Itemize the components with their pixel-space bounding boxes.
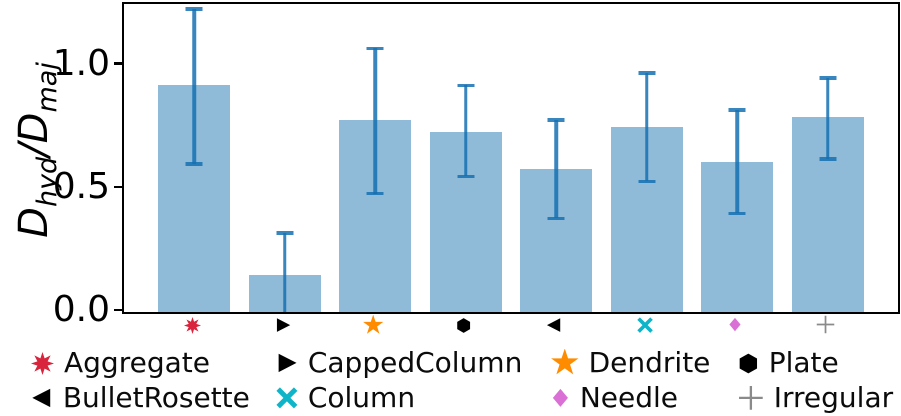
diamond-icon bbox=[729, 318, 741, 332]
x-tick-irregular bbox=[781, 313, 872, 337]
y-tick-mark bbox=[114, 62, 122, 65]
error-cap-top bbox=[547, 118, 565, 122]
y-tick-label: 0.0 bbox=[52, 289, 110, 330]
error-whisker bbox=[645, 73, 649, 182]
y-tick-mark bbox=[114, 185, 122, 189]
error-whisker bbox=[735, 109, 739, 214]
error-cap-top bbox=[457, 83, 475, 88]
y-tick-label: 0.5 bbox=[52, 165, 110, 207]
legend-label: Column bbox=[307, 381, 416, 414]
error-cap-top bbox=[366, 46, 384, 51]
y-label-slash: / bbox=[11, 143, 57, 157]
bar-slot-dendrite bbox=[330, 4, 421, 312]
error-cap-bottom bbox=[819, 157, 837, 161]
x-thick-icon bbox=[636, 317, 653, 333]
triangle-left-icon bbox=[32, 388, 51, 408]
error-cap-top bbox=[638, 71, 656, 75]
error-cap-bottom bbox=[366, 191, 384, 196]
x-tick-needle bbox=[690, 313, 781, 337]
y-label-denominator: D bbox=[11, 112, 57, 144]
legend-item-cappedcolumn: CappedColumn bbox=[276, 346, 522, 380]
error-whisker bbox=[373, 48, 377, 194]
x-thick-icon bbox=[276, 387, 298, 409]
legend-item-bulletrosette: BulletRosette bbox=[31, 381, 250, 415]
y-label-numerator: D bbox=[11, 207, 57, 238]
burst8-icon bbox=[31, 351, 54, 375]
bar-slot-aggregate bbox=[149, 4, 240, 312]
x-tick-aggregate bbox=[147, 313, 238, 337]
y-tick-label: 1.0 bbox=[52, 42, 110, 84]
bar-slot-plate bbox=[421, 4, 512, 312]
burst8-icon bbox=[183, 316, 201, 334]
legend-label: Plate bbox=[768, 346, 839, 379]
legend-item-needle: Needle bbox=[551, 381, 678, 415]
hexagon-icon bbox=[739, 353, 758, 373]
x-tick-column bbox=[600, 313, 691, 337]
hexagon-icon bbox=[457, 317, 471, 333]
error-cap-top bbox=[276, 231, 294, 235]
error-whisker bbox=[192, 8, 196, 165]
bar-slot-column bbox=[602, 4, 693, 312]
star5-icon bbox=[363, 314, 384, 334]
legend-item-column: Column bbox=[276, 381, 415, 415]
bar-slot-bulletrosette bbox=[511, 4, 602, 312]
legend-item-dendrite: Dendrite bbox=[551, 346, 710, 380]
diamond-icon bbox=[552, 388, 568, 408]
error-whisker bbox=[283, 233, 287, 312]
error-cap-bottom bbox=[547, 216, 565, 221]
bar-slot-cappedcolumn bbox=[240, 4, 331, 312]
plot-area bbox=[122, 2, 900, 314]
bar-slot-irregular bbox=[783, 4, 874, 312]
legend-item-irregular: Irregular bbox=[738, 381, 893, 415]
legend-label: BulletRosette bbox=[62, 381, 250, 414]
error-cap-bottom bbox=[638, 179, 656, 184]
error-cap-top bbox=[185, 7, 203, 11]
error-cap-top bbox=[819, 76, 837, 80]
x-axis-marker-row bbox=[122, 313, 896, 337]
triangle-left-icon bbox=[547, 318, 561, 332]
x-tick-dendrite bbox=[328, 313, 419, 337]
legend-label: Dendrite bbox=[588, 346, 711, 379]
legend-label: Needle bbox=[579, 381, 679, 414]
triangle-right-icon bbox=[276, 318, 290, 332]
legend-item-aggregate: Aggregate bbox=[31, 346, 210, 380]
y-tick-mark bbox=[114, 308, 122, 312]
x-tick-plate bbox=[419, 313, 510, 337]
x-tick-bulletrosette bbox=[509, 313, 600, 337]
error-whisker bbox=[464, 85, 468, 177]
bar-slot-needle bbox=[692, 4, 783, 312]
x-tick-cappedcolumn bbox=[238, 313, 329, 337]
error-cap-bottom bbox=[457, 174, 475, 179]
error-whisker bbox=[554, 119, 558, 219]
error-cap-bottom bbox=[728, 211, 746, 216]
triangle-right-icon bbox=[278, 353, 297, 373]
star5-icon bbox=[551, 349, 579, 375]
legend-label: CappedColumn bbox=[307, 346, 523, 379]
legend-item-plate: Plate bbox=[738, 346, 839, 380]
plus-icon bbox=[816, 316, 835, 334]
error-whisker bbox=[826, 77, 830, 160]
error-cap-top bbox=[728, 108, 746, 112]
bar-series bbox=[124, 4, 898, 312]
legend-label: Aggregate bbox=[64, 346, 210, 379]
plus-icon bbox=[739, 386, 763, 410]
error-cap-bottom bbox=[185, 162, 203, 166]
legend-label: Irregular bbox=[773, 381, 894, 414]
